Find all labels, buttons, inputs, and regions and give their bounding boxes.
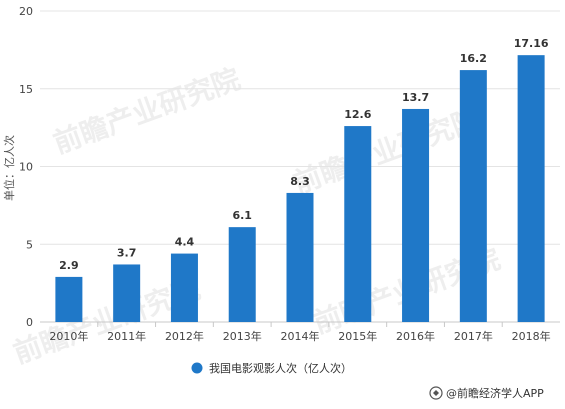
watermark-text: 前瞻产业研究院 <box>289 102 484 200</box>
bar <box>286 192 314 322</box>
x-tick-label: 2017年 <box>454 329 493 343</box>
data-label: 2.9 <box>59 259 79 272</box>
bar <box>402 108 430 322</box>
y-axis-ticks: 0 5 10 15 20 <box>19 5 33 329</box>
source-credit: @前瞻经济学人APP <box>429 386 544 400</box>
x-tick-label: 2010年 <box>49 329 88 343</box>
bar <box>344 126 372 322</box>
bar <box>459 70 487 322</box>
bar <box>228 227 256 322</box>
data-label: 4.4 <box>175 236 195 249</box>
y-tick-label: 5 <box>26 238 33 251</box>
watermark-text: 前瞻产业研究院 <box>49 62 244 160</box>
x-tick-label: 2013年 <box>223 329 262 343</box>
bars <box>55 55 545 323</box>
data-label: 3.7 <box>117 246 137 259</box>
bar <box>113 264 141 322</box>
source-logo-icon <box>429 386 443 400</box>
data-label: 16.2 <box>460 52 487 65</box>
data-label: 13.7 <box>402 91 429 104</box>
x-tick-label: 2014年 <box>281 329 320 343</box>
legend-label: 我国电影观影人次（亿人次） <box>209 361 352 375</box>
x-tick-label: 2015年 <box>338 329 377 343</box>
data-label: 6.1 <box>232 209 252 222</box>
y-tick-label: 20 <box>19 5 33 18</box>
bar <box>55 276 83 322</box>
x-tick-label: 2018年 <box>512 329 551 343</box>
data-label: 12.6 <box>344 108 371 121</box>
x-axis-ticks: 2010年 2011年 2012年 2013年 2014年 2015年 2016年 2017年… <box>49 322 551 343</box>
y-tick-label: 0 <box>26 316 33 329</box>
data-label: 8.3 <box>290 175 310 188</box>
source-text: @前瞻经济学人APP <box>446 386 544 400</box>
x-tick-label: 2011年 <box>107 329 146 343</box>
y-tick-label: 15 <box>19 83 33 96</box>
bar <box>170 253 198 322</box>
y-axis-title: 单位：亿人次 <box>2 135 16 201</box>
bar <box>517 55 545 323</box>
data-label: 17.16 <box>514 37 549 50</box>
y-tick-label: 10 <box>19 161 33 174</box>
legend-marker <box>191 362 203 374</box>
data-labels: 2.9 3.7 4.4 6.1 8.3 12.6 13.7 16.2 17.16 <box>59 37 549 272</box>
x-tick-label: 2016年 <box>396 329 435 343</box>
legend: 我国电影观影人次（亿人次） <box>191 361 352 375</box>
x-tick-label: 2012年 <box>165 329 204 343</box>
watermark-layer: 前瞻产业研究院前瞻产业研究院前瞻产业研究院前瞻产业研究院 <box>9 62 504 370</box>
